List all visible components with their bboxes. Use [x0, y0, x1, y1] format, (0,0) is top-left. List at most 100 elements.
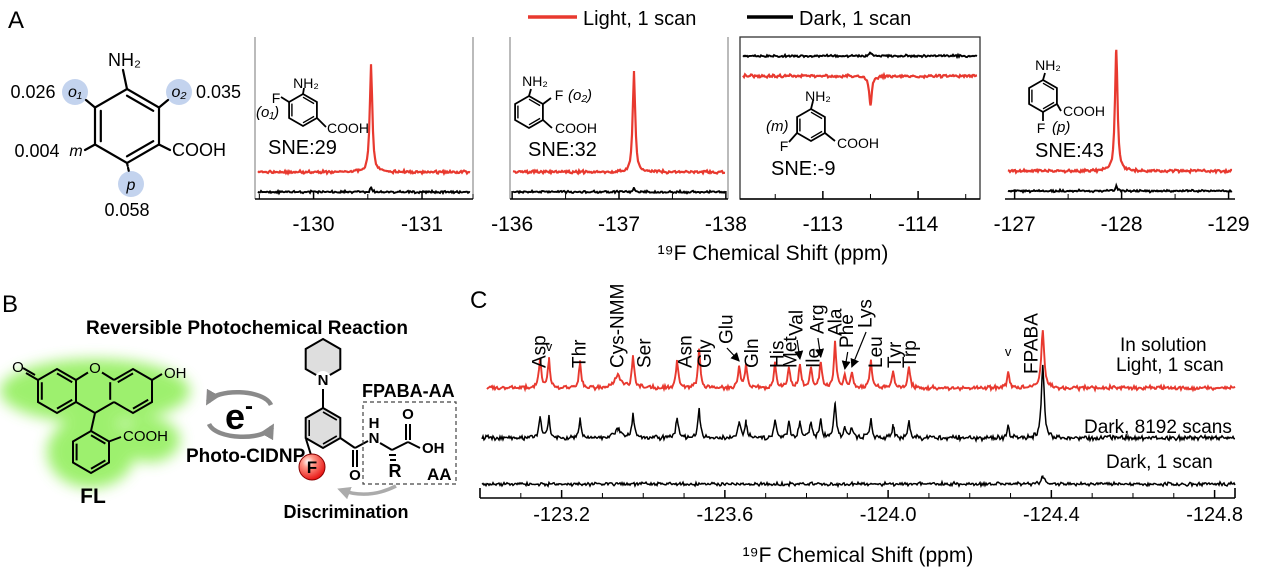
panel-a-molecule: NH₂ COOH o₁ o₂ m p 0.026 0.035 0.004 0.0…	[10, 50, 241, 220]
n-gap	[315, 371, 331, 387]
peak-arrow-Val	[794, 339, 804, 360]
acid-o: O	[402, 406, 414, 423]
a3-site: (m)	[766, 118, 789, 135]
fpaba-molecule: N F O H N O OH R FPABA-AA AA Discriminat…	[283, 337, 457, 522]
a4-nh2: NH₂	[1035, 57, 1061, 73]
piperidine-n: N	[318, 372, 329, 389]
tick-label: -114	[898, 213, 939, 236]
green-glow	[0, 359, 190, 488]
peak-label-Ser: Ser	[634, 338, 655, 368]
aa-dashed-box	[362, 401, 457, 485]
benzene-ring	[83, 68, 172, 174]
fl-oh: OH	[164, 365, 187, 382]
trace-C-0	[486, 330, 1236, 393]
panel-c-xaxis-label: ¹⁹F Chemical Shift (ppm)	[743, 544, 974, 567]
trace-A3-light	[742, 71, 978, 106]
cooh-label: COOH	[172, 140, 226, 160]
peak-arrow-Arg	[815, 337, 825, 358]
f-highlight-circle	[298, 453, 326, 481]
a1-nh2: NH₂	[293, 75, 319, 91]
electron-label: e-	[225, 393, 253, 437]
mini-ring-A1-inner	[302, 96, 315, 105]
fl-name: FL	[80, 485, 106, 508]
peak-label-Glu: Glu	[716, 314, 737, 344]
highlight-o2	[166, 79, 192, 105]
legend: Light, 1 scan Dark, 1 scan	[528, 8, 911, 30]
discrimination-arrow	[337, 484, 397, 500]
mini-bond	[316, 117, 327, 128]
trace-A1-dark	[257, 186, 471, 196]
mini-ring-A1-inner	[302, 115, 315, 124]
fl-cooh: COOH	[123, 428, 168, 445]
peak-label-Ile: Ile	[803, 348, 824, 368]
trace-A3-dark	[742, 51, 978, 60]
a4-f: F	[1037, 120, 1046, 136]
highlight-p	[118, 171, 144, 197]
site-p: p	[126, 177, 136, 194]
mini-bond	[542, 97, 552, 105]
panel-b-title: Reversible Photochemical Reaction	[86, 318, 408, 339]
c-tick-label: -123.6	[697, 504, 754, 526]
peak-label-FPABA: FPABA	[1021, 313, 1042, 374]
panel-a-letter: A	[8, 7, 24, 34]
tick-label: -113	[803, 213, 843, 236]
impurity-marker: v	[1005, 344, 1012, 359]
peak-label-Asp: Asp	[529, 335, 550, 368]
mini-bond	[302, 87, 305, 95]
polarization-values: 0.026 0.035 0.004 0.058	[10, 82, 241, 220]
peak-arrow-Lys	[850, 331, 867, 368]
mini-ring-A4-inner	[1042, 82, 1055, 91]
mini-bond	[788, 132, 798, 143]
c-tick-label: -124.8	[1186, 504, 1243, 526]
a1-cooh: COOH	[327, 120, 369, 136]
benzene-ring-fpaba	[304, 406, 342, 450]
f-atom: F	[307, 458, 317, 477]
c-dark8192-label: Dark, 8192 scans	[1084, 417, 1232, 438]
a3-cooh: COOH	[837, 135, 879, 151]
amide-h: H	[369, 415, 380, 432]
a4-cooh: COOH	[1063, 103, 1105, 119]
bond-f	[305, 438, 312, 456]
photo-cidnp-label: Photo-CIDNP	[186, 446, 306, 467]
peak-label-Cys-NMM: Cys-NMM	[607, 284, 628, 368]
amide-bonds	[339, 424, 421, 467]
discrimination-label: Discrimination	[283, 502, 408, 522]
aa-label: AA	[427, 465, 452, 484]
mini-ring-A4	[1028, 78, 1058, 114]
value-p: 0.058	[104, 200, 149, 220]
peak-arrow-Phe	[841, 351, 851, 370]
nh2-label: NH₂	[108, 50, 141, 70]
peak-label-His: His	[767, 341, 788, 368]
mini-ring-A4-inner	[1042, 101, 1055, 110]
peak-label-Trp: Trp	[900, 340, 921, 368]
tick-label: -129	[1208, 213, 1250, 236]
peak-label-Arg: Arg	[807, 304, 828, 334]
a2-cooh: COOH	[555, 120, 597, 136]
legend-light-label: Light, 1 scan	[583, 8, 696, 30]
a1-f: F	[272, 90, 281, 106]
highlight-o1	[62, 79, 88, 105]
panel-c-trace-labels: In solution Light, 1 scan Dark, 8192 sca…	[1084, 335, 1232, 473]
c-in-solution: In solution	[1120, 335, 1207, 356]
trace-C-1	[481, 364, 1236, 443]
a2-site: (o₂)	[568, 87, 592, 104]
mini-bond	[280, 96, 290, 103]
value-m: 0.004	[14, 141, 59, 161]
tick-label: -127	[994, 213, 1036, 236]
fl-ring-o: O	[89, 360, 101, 377]
a3-sne: SNE:-9	[771, 158, 835, 180]
electron-arrow-bottom	[206, 422, 274, 441]
mini-ring-A2-inner	[528, 117, 541, 126]
mini-bond	[542, 119, 553, 129]
amide-n: N	[369, 430, 380, 447]
tick-label: -137	[598, 213, 640, 236]
acid-oh: OH	[422, 440, 445, 457]
a2-f: F	[555, 87, 564, 103]
c-dark1-label: Dark, 1 scan	[1106, 452, 1213, 473]
a4-site: (p)	[1052, 119, 1070, 136]
electron-cycle: e- Photo-CIDNP	[186, 388, 306, 467]
trace-A4-light	[1007, 49, 1233, 175]
value-o2: 0.035	[196, 82, 241, 102]
panel-b-letter: B	[2, 291, 18, 318]
